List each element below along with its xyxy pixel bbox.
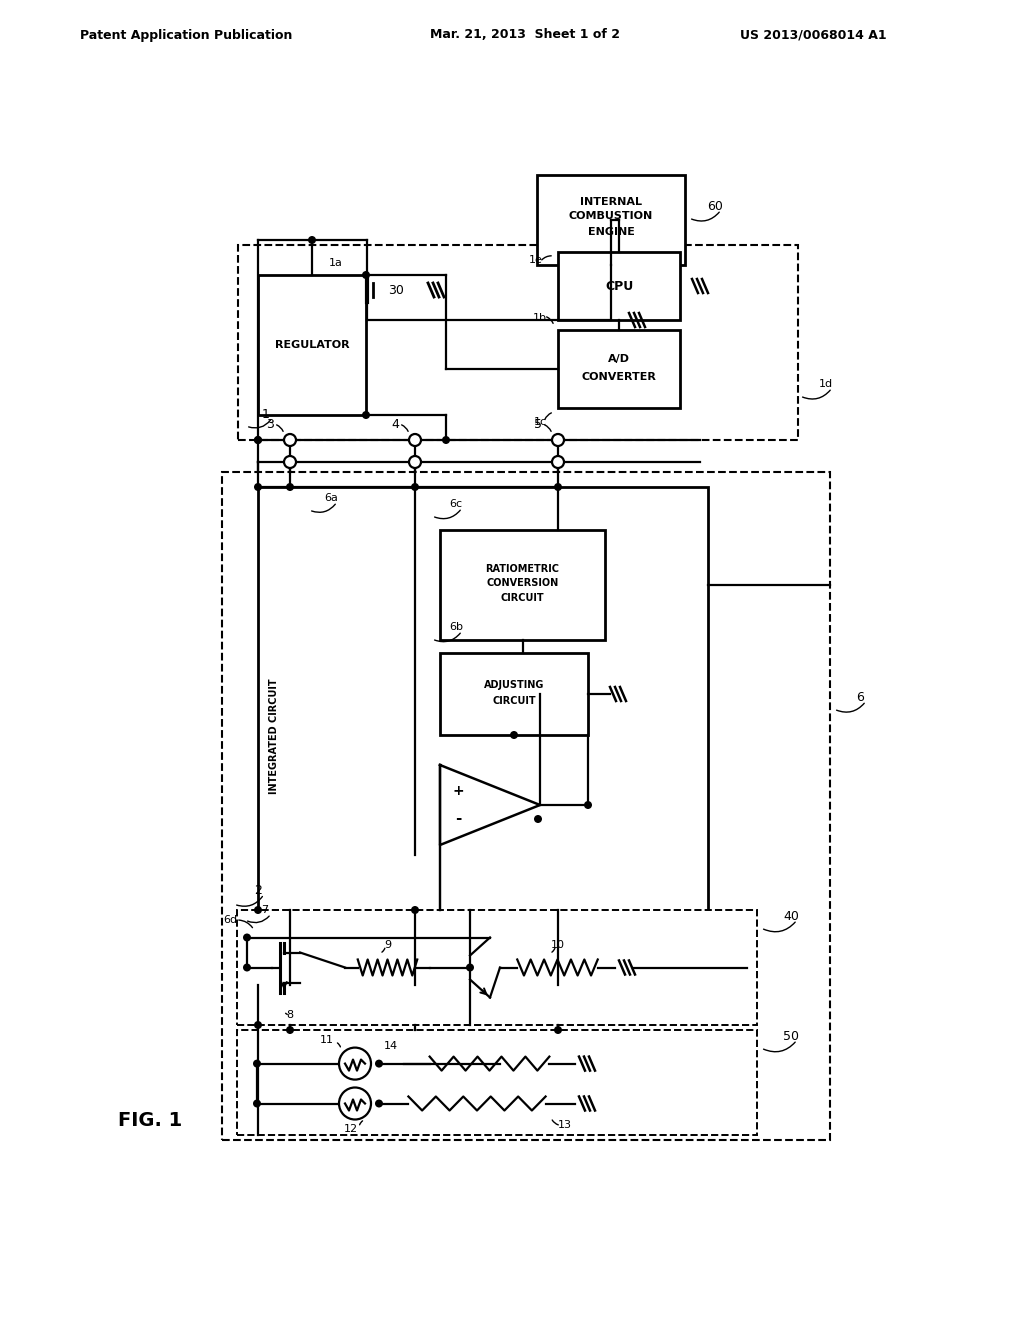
Bar — [440, 653, 588, 735]
Bar — [258, 275, 366, 414]
Text: 12: 12 — [344, 1125, 358, 1134]
Text: INTERNAL: INTERNAL — [580, 197, 642, 207]
Text: 10: 10 — [551, 940, 564, 950]
Text: CONVERSION: CONVERSION — [486, 578, 559, 587]
Circle shape — [375, 1100, 383, 1107]
Bar — [222, 473, 830, 1140]
Text: 14: 14 — [384, 1040, 398, 1051]
Circle shape — [554, 1026, 562, 1034]
Circle shape — [411, 483, 419, 491]
Text: -: - — [455, 812, 461, 826]
Bar — [237, 909, 757, 1026]
Bar — [258, 487, 708, 985]
Circle shape — [254, 483, 262, 491]
Text: COMBUSTION: COMBUSTION — [569, 211, 653, 220]
Circle shape — [339, 1048, 371, 1080]
Text: 6b: 6b — [449, 622, 463, 632]
Text: 50: 50 — [783, 1030, 799, 1043]
Text: ENGINE: ENGINE — [588, 227, 635, 238]
Text: 8: 8 — [287, 1010, 294, 1020]
Text: 13: 13 — [558, 1121, 572, 1130]
Circle shape — [284, 434, 296, 446]
Text: 1e: 1e — [529, 255, 543, 265]
Text: CIRCUIT: CIRCUIT — [501, 593, 545, 603]
Text: 9: 9 — [384, 940, 391, 950]
Bar — [440, 531, 605, 640]
Circle shape — [286, 1026, 294, 1034]
Text: INTEGRATED CIRCUIT: INTEGRATED CIRCUIT — [269, 678, 279, 793]
Bar — [558, 252, 680, 319]
Circle shape — [253, 1060, 261, 1068]
Text: Patent Application Publication: Patent Application Publication — [80, 29, 293, 41]
Text: 7: 7 — [261, 906, 268, 915]
Text: 3: 3 — [266, 417, 274, 430]
Bar — [237, 1030, 757, 1135]
Text: REGULATOR: REGULATOR — [274, 341, 349, 350]
Text: 1c: 1c — [534, 417, 547, 426]
Text: CONVERTER: CONVERTER — [582, 372, 656, 381]
Circle shape — [254, 906, 262, 913]
Circle shape — [243, 933, 251, 941]
Text: 11: 11 — [319, 1035, 334, 1044]
Text: 1: 1 — [262, 408, 270, 421]
Text: RATIOMETRIC: RATIOMETRIC — [485, 564, 559, 574]
Bar — [537, 176, 685, 265]
Text: 6: 6 — [856, 690, 864, 704]
Circle shape — [375, 1060, 383, 1068]
Circle shape — [308, 236, 316, 244]
Text: CIRCUIT: CIRCUIT — [493, 696, 536, 706]
Circle shape — [284, 455, 296, 469]
Text: 5: 5 — [534, 417, 542, 430]
Bar — [238, 246, 798, 440]
Circle shape — [243, 964, 251, 972]
Text: Mar. 21, 2013  Sheet 1 of 2: Mar. 21, 2013 Sheet 1 of 2 — [430, 29, 620, 41]
Circle shape — [409, 455, 421, 469]
Text: US 2013/0068014 A1: US 2013/0068014 A1 — [740, 29, 887, 41]
Circle shape — [253, 1100, 261, 1107]
Text: +: + — [453, 784, 464, 799]
Text: 6d: 6d — [223, 915, 238, 925]
Circle shape — [554, 483, 562, 491]
Circle shape — [339, 1088, 371, 1119]
Circle shape — [552, 434, 564, 446]
Bar — [558, 330, 680, 408]
Circle shape — [254, 1020, 262, 1030]
Circle shape — [466, 964, 474, 972]
Circle shape — [362, 271, 370, 279]
Circle shape — [442, 436, 450, 444]
Text: 4: 4 — [391, 417, 399, 430]
Text: CPU: CPU — [605, 280, 633, 293]
Circle shape — [411, 906, 419, 913]
Circle shape — [254, 436, 262, 444]
Text: FIG. 1: FIG. 1 — [118, 1110, 182, 1130]
Text: A/D: A/D — [608, 354, 630, 364]
Circle shape — [254, 436, 262, 444]
Text: 60: 60 — [707, 199, 723, 213]
Text: 6a: 6a — [324, 492, 338, 503]
Text: 1a: 1a — [329, 257, 343, 268]
Circle shape — [534, 814, 542, 822]
Circle shape — [584, 801, 592, 809]
Circle shape — [409, 434, 421, 446]
Text: 30: 30 — [388, 284, 403, 297]
Text: 2: 2 — [254, 883, 262, 896]
Text: 40: 40 — [783, 909, 799, 923]
Text: 1d: 1d — [819, 379, 834, 389]
Circle shape — [286, 483, 294, 491]
Text: 6c: 6c — [450, 499, 463, 510]
Circle shape — [362, 411, 370, 418]
Text: ADJUSTING: ADJUSTING — [483, 680, 544, 690]
Circle shape — [510, 731, 518, 739]
Text: 1b: 1b — [534, 313, 547, 323]
Circle shape — [552, 455, 564, 469]
